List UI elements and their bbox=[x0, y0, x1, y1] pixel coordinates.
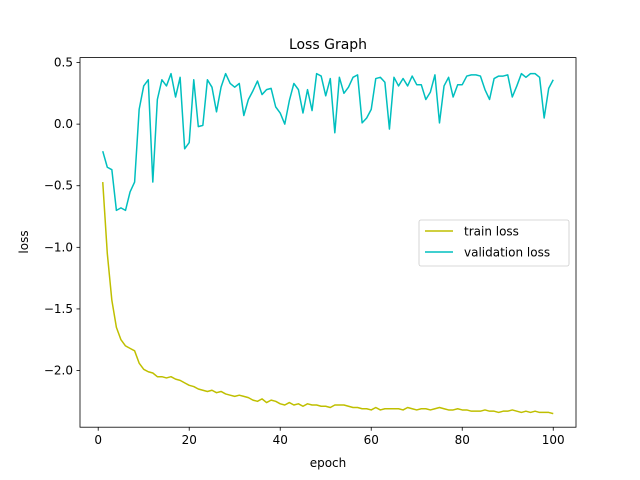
x-tick-label: 20 bbox=[182, 433, 197, 447]
plot-frame bbox=[79, 57, 577, 428]
x-tick-label: 40 bbox=[273, 433, 288, 447]
x-axis-label: epoch bbox=[310, 456, 347, 470]
legend-box bbox=[418, 219, 570, 267]
x-tick-label: 0 bbox=[94, 433, 102, 447]
series-line-train-loss bbox=[102, 181, 554, 415]
legend-label-validation-loss: validation loss bbox=[464, 246, 550, 260]
legend-label-train-loss: train loss bbox=[464, 225, 519, 239]
chart-title: Loss Graph bbox=[289, 37, 367, 53]
x-tick-label: 100 bbox=[542, 433, 565, 447]
y-tick-label: −1.0 bbox=[44, 240, 73, 254]
y-tick-label: −2.0 bbox=[44, 364, 73, 378]
plot-area: 0 20 40 60 80 100 0.5 0.0 −0.5 −1.0 −1.5 −2.0 bbox=[44, 56, 577, 447]
y-tick-label: −0.5 bbox=[44, 179, 73, 193]
y-axis-label: loss bbox=[17, 230, 31, 253]
x-tick-label: 80 bbox=[455, 433, 470, 447]
y-tick-label: 0.0 bbox=[54, 117, 73, 131]
y-tick-label: 0.5 bbox=[54, 56, 73, 70]
y-tick-label: −1.5 bbox=[44, 302, 73, 316]
series-line-validation-loss bbox=[102, 72, 554, 212]
legend: train loss validation loss bbox=[418, 219, 570, 267]
x-tick-label: 60 bbox=[364, 433, 379, 447]
